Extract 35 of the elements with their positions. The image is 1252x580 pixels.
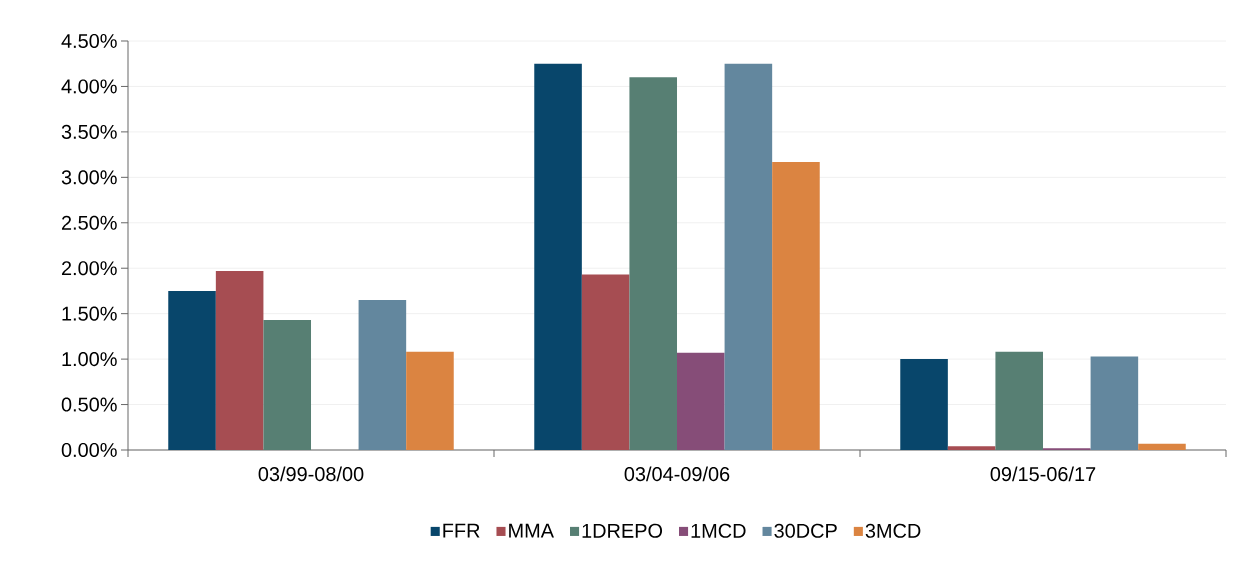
y-tick-label: 1.00% xyxy=(62,352,117,367)
y-tick-label: 1.50% xyxy=(62,306,117,321)
legend-label: 3MCD xyxy=(865,523,921,538)
y-tick-label: 4.50% xyxy=(61,33,117,49)
legend-label: FFR xyxy=(443,523,480,538)
bar xyxy=(1138,443,1186,450)
y-tick-label: 3.00% xyxy=(61,170,117,185)
y-tick-label: 4.00% xyxy=(61,79,117,94)
legend-label: 30DCP xyxy=(774,523,837,538)
bar xyxy=(900,359,948,450)
bar xyxy=(263,320,311,450)
bar xyxy=(168,290,216,450)
bar xyxy=(995,351,1044,450)
y-tick-label: 3.50% xyxy=(61,124,117,139)
x-tick-label: 03/04-09/06 xyxy=(624,466,730,482)
bar xyxy=(581,274,630,450)
bar xyxy=(358,300,407,450)
bar xyxy=(677,352,725,450)
legend-label: 1MCD xyxy=(691,523,746,538)
bar xyxy=(1090,356,1139,450)
y-tick-label: 0.50% xyxy=(61,397,117,412)
y-tick-label: 2.50% xyxy=(61,215,117,230)
bar xyxy=(215,270,264,450)
x-tick-label: 09/15-06/17 xyxy=(990,466,1096,482)
y-tick-label: 0.00% xyxy=(61,442,117,458)
x-tick-label: 03/99-08/00 xyxy=(258,466,364,482)
bar xyxy=(406,351,454,450)
bar xyxy=(534,63,582,450)
legend-label: MMA xyxy=(509,523,554,538)
bar xyxy=(947,446,996,450)
bar xyxy=(724,63,773,450)
legend-label: 1DREPO xyxy=(582,523,663,538)
y-tick-label: 2.00% xyxy=(61,261,117,276)
bar xyxy=(772,161,820,450)
bar xyxy=(629,77,677,450)
